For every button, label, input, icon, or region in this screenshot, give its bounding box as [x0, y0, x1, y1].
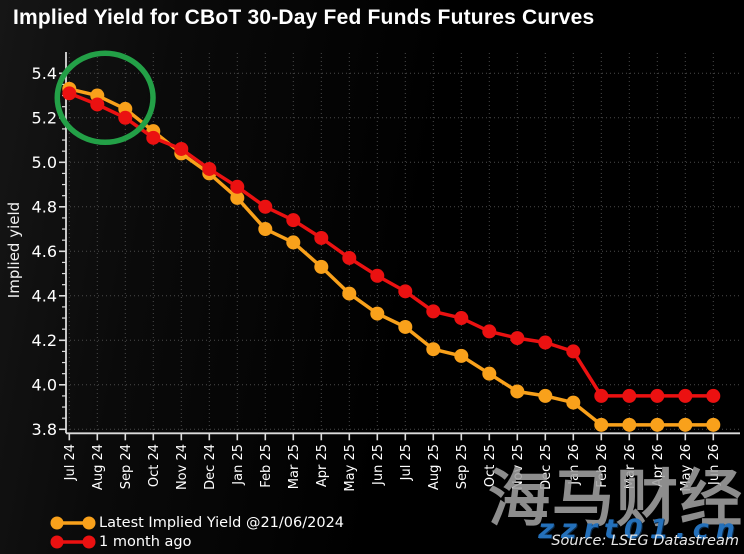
- data-point: [174, 141, 189, 156]
- y-tick-label: 4.2: [32, 331, 57, 350]
- data-point: [314, 259, 329, 274]
- x-tick-label: Sep 24: [119, 444, 134, 489]
- y-tick-label: 4.8: [32, 197, 57, 216]
- data-point: [398, 284, 413, 299]
- x-tick-label: Jan 26: [567, 444, 582, 486]
- data-point: [314, 230, 329, 245]
- x-tick-label: Nov 25: [511, 444, 526, 490]
- y-tick-label: 3.8: [32, 420, 57, 439]
- data-point: [398, 319, 413, 334]
- data-point: [426, 304, 441, 319]
- watermark-site-text: zzrt01.cn: [538, 514, 742, 545]
- data-point: [510, 331, 525, 346]
- data-point: [566, 395, 581, 410]
- data-point: [286, 235, 301, 250]
- legend-item-month-ago: 1 month ago: [50, 532, 344, 551]
- data-point: [370, 268, 385, 283]
- legend-label-month-ago: 1 month ago: [99, 533, 192, 550]
- y-tick-label: 4.0: [32, 375, 57, 394]
- data-point: [594, 417, 609, 432]
- legend-marker-month-ago-icon: [50, 535, 96, 548]
- x-tick-label: Oct 25: [483, 444, 498, 487]
- y-tick-label: 5.4: [32, 64, 57, 83]
- x-tick-label: Aug 25: [427, 444, 442, 490]
- x-tick-label: Dec 24: [203, 444, 218, 490]
- x-tick-label: May 26: [679, 444, 694, 492]
- legend-label-latest: Latest Implied Yield @21/06/2024: [99, 514, 345, 531]
- x-tick-label: Oct 24: [147, 444, 162, 487]
- series-0-latest: [62, 81, 721, 432]
- axes: [65, 52, 740, 435]
- y-tick-label: 5.2: [32, 108, 57, 127]
- data-point: [622, 388, 637, 403]
- data-point: [230, 190, 245, 205]
- data-point: [342, 286, 357, 301]
- data-point: [258, 222, 273, 237]
- x-tick-label: Sep 25: [455, 444, 470, 489]
- x-tick-label: Nov 24: [175, 444, 190, 490]
- data-point: [454, 348, 469, 363]
- data-point: [202, 161, 217, 176]
- data-point: [538, 388, 553, 403]
- x-tick-label: Feb 26: [595, 444, 610, 488]
- y-tick-labels: 3.8 4.0 4.2 4.4 4.6 4.8 5.0 5.2 5.4: [32, 64, 57, 439]
- x-tick-label: Jun 26: [707, 444, 722, 486]
- data-point: [678, 417, 693, 432]
- data-point: [370, 306, 385, 321]
- x-tick-label: Jul 24: [63, 444, 78, 481]
- data-point: [538, 335, 553, 350]
- y-tick-label: 5.0: [32, 153, 57, 172]
- data-point: [62, 86, 77, 101]
- x-tick-label: Jul 25: [399, 444, 414, 481]
- watermark-cjk-text: 海马财经: [487, 462, 744, 535]
- data-point: [482, 324, 497, 339]
- data-point: [622, 417, 637, 432]
- y-tick-label: 4.4: [32, 286, 57, 305]
- data-point: [482, 366, 497, 381]
- gridlines: [66, 53, 740, 434]
- annotation-circle: [54, 50, 156, 146]
- y-axis-title: Implied yield: [5, 201, 23, 299]
- data-point: [706, 388, 721, 403]
- data-point: [258, 199, 273, 214]
- data-point: [230, 179, 245, 194]
- x-tick-label: Apr 25: [315, 444, 330, 487]
- data-point: [510, 384, 525, 399]
- legend-marker-latest-icon: [50, 516, 96, 529]
- series-line: [68, 91, 714, 398]
- data-point: [706, 417, 721, 432]
- x-tick-label: Jan 25: [231, 444, 246, 486]
- series-1-month-ago: [62, 86, 721, 403]
- chart-legend: Latest Implied Yield @21/06/2024 1 month…: [50, 513, 344, 551]
- x-tick-label: Mar 26: [623, 444, 638, 489]
- data-point: [678, 388, 693, 403]
- y-tick-label: 4.6: [32, 242, 57, 261]
- x-tick-label: Aug 24: [91, 444, 106, 490]
- legend-item-latest: Latest Implied Yield @21/06/2024: [50, 513, 344, 532]
- data-point: [146, 130, 161, 145]
- data-point: [286, 213, 301, 228]
- data-point: [650, 388, 665, 403]
- x-tick-label: May 25: [343, 444, 358, 492]
- x-tick-label: Dec 25: [539, 444, 554, 490]
- data-point: [594, 388, 609, 403]
- x-tick-label: Jun 25: [371, 444, 386, 486]
- chart-title: Implied Yield for CBoT 30-Day Fed Funds …: [13, 6, 595, 29]
- source-attribution: Source: LSEG Datastream: [551, 533, 739, 549]
- data-point: [342, 250, 357, 265]
- x-tick-label: Feb 25: [259, 444, 274, 488]
- data-point: [118, 110, 133, 125]
- data-point: [90, 97, 105, 112]
- x-tick-label: Apr 26: [651, 444, 666, 487]
- x-tick-labels: Jul 24 Aug 24 Sep 24 Oct 24 Nov 24 Dec 24 Jan …: [63, 444, 722, 492]
- data-point: [650, 417, 665, 432]
- series-line: [68, 87, 714, 427]
- data-point: [566, 344, 581, 359]
- data-point: [454, 311, 469, 326]
- x-tick-label: Mar 25: [287, 444, 302, 489]
- data-point: [426, 342, 441, 357]
